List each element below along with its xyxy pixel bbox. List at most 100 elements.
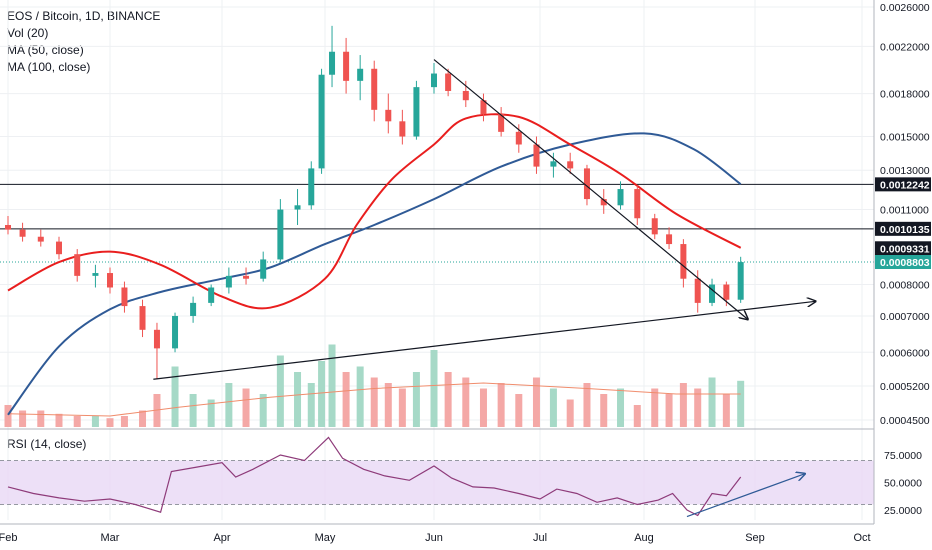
price-tick-label: 0.0006000 <box>880 347 930 359</box>
legend-volume[interactable]: Vol (20) <box>7 26 49 40</box>
candle-body <box>385 109 392 122</box>
price-tag-label: 0.0009331 <box>880 243 930 255</box>
moving-averages <box>7 113 742 416</box>
trend-line <box>433 59 748 320</box>
candle-body <box>431 73 437 88</box>
trend-line <box>153 301 815 380</box>
volume-bar <box>708 377 716 427</box>
volume-bar <box>225 383 233 427</box>
rsi-legend[interactable]: RSI (14, close) <box>7 437 87 451</box>
candle-body <box>308 168 315 206</box>
price-tick-label: 0.0015000 <box>880 132 930 144</box>
volume-bar <box>384 383 392 427</box>
volume-bar <box>153 394 161 427</box>
price-tag <box>875 241 931 256</box>
volume-bar <box>549 388 557 427</box>
rsi-band <box>0 460 874 505</box>
volume-bar <box>679 383 687 427</box>
candle-body <box>480 100 487 115</box>
price-tick-label: 0.0018000 <box>880 89 930 101</box>
time-tick-label: Mar <box>101 532 120 544</box>
price-tick-label: 0.0026000 <box>880 2 930 14</box>
volume-bar <box>307 383 315 427</box>
time-tick-label: Oct <box>853 532 870 544</box>
candle-body <box>617 189 624 206</box>
candle-body <box>318 74 325 169</box>
candlesticks <box>5 25 744 380</box>
price-tag <box>875 177 931 192</box>
price-tag-label: 0.0008803 <box>880 257 930 269</box>
volume-bar <box>633 405 641 427</box>
volume-bar <box>73 416 81 427</box>
time-tick-label: Aug <box>634 532 654 544</box>
candle-body <box>600 199 607 206</box>
volume-bar <box>37 410 45 427</box>
legend-symbol[interactable]: EOS / Bitcoin, 1D, BINANCE <box>7 9 161 23</box>
trend-lines[interactable] <box>153 59 815 380</box>
time-tick-label: Apr <box>213 532 230 544</box>
candle-body <box>357 68 364 81</box>
volume-bar <box>600 394 608 427</box>
rsi-tick-label: 75.0000 <box>884 450 922 462</box>
volume-bar <box>737 380 745 427</box>
candle-body <box>190 302 197 316</box>
candle-body <box>399 121 406 137</box>
rsi-trend-line <box>686 474 805 518</box>
candle-body <box>680 244 687 279</box>
volume-bar <box>398 388 406 427</box>
price-tick-label: 0.0013000 <box>880 165 930 177</box>
candle-body <box>139 306 146 330</box>
candle-body <box>371 68 378 110</box>
volume-bar <box>532 377 540 427</box>
price-tags: 0.0012242 0.0010135 0.0009331 0.0008803 <box>875 177 931 270</box>
volume-bar <box>259 394 267 427</box>
price-tick-label: 0.0004500 <box>880 415 930 427</box>
rsi-tick-label: 50.0000 <box>884 478 922 490</box>
candle-body <box>413 87 420 137</box>
volume-bar <box>444 372 452 427</box>
legend-ma100[interactable]: MA (100, close) <box>7 60 91 74</box>
ma50-line <box>7 113 742 310</box>
volume-bar <box>462 377 470 427</box>
price-tag-label: 0.0012242 <box>880 179 930 191</box>
volume-bar <box>651 388 659 427</box>
price-tag <box>875 255 931 270</box>
time-tick-label: Sep <box>745 532 765 544</box>
candle-body <box>107 273 113 288</box>
candle-body <box>737 262 744 300</box>
volume-bar <box>515 394 523 427</box>
candle-body <box>462 90 469 101</box>
volume-bar <box>328 344 336 427</box>
candle-body <box>694 278 701 303</box>
time-tick-label: May <box>315 532 336 544</box>
volume-bar <box>694 388 702 427</box>
volume-bar <box>139 410 147 427</box>
volume-bar <box>370 377 378 427</box>
volume-bars <box>4 344 745 427</box>
volume-ma-line <box>7 382 741 417</box>
volume-bar <box>276 355 284 427</box>
volume-bar <box>497 383 505 427</box>
candle-body <box>56 241 62 255</box>
candle-body <box>74 254 81 276</box>
price-tag <box>875 221 931 236</box>
volume-bar <box>55 413 63 427</box>
rsi-line <box>7 436 742 517</box>
candle-body <box>92 273 99 276</box>
volume-bar <box>91 416 99 427</box>
volume-bar <box>318 361 326 427</box>
volume-bar <box>106 418 114 427</box>
candle-body <box>121 287 128 307</box>
volume-bar <box>120 416 128 427</box>
time-tick-label: Jun <box>425 532 443 544</box>
volume-bar <box>412 372 420 427</box>
volume-bar <box>479 388 487 427</box>
volume-bar <box>342 372 350 427</box>
candle-body <box>533 144 540 167</box>
volume-bar <box>430 350 438 427</box>
time-tick-label: Feb <box>0 532 17 544</box>
volume-bar <box>242 388 250 427</box>
volume-bar <box>617 388 625 427</box>
